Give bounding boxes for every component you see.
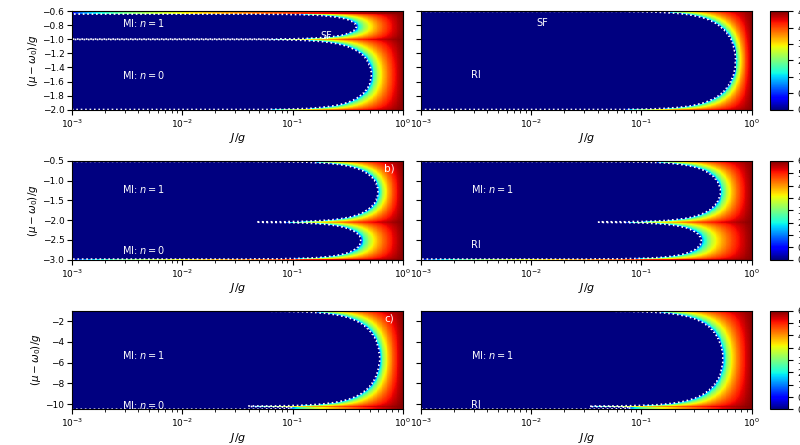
Text: MI: $n = 1$: MI: $n = 1$ — [122, 182, 165, 194]
X-axis label: $J/g$: $J/g$ — [578, 431, 595, 445]
Text: RI: RI — [470, 240, 480, 250]
Text: MI: $n = 0$: MI: $n = 0$ — [122, 69, 165, 81]
Text: MI: $n = 1$: MI: $n = 1$ — [470, 349, 514, 361]
X-axis label: $J/g$: $J/g$ — [229, 281, 246, 295]
Text: MI: $n = 1$: MI: $n = 1$ — [470, 182, 514, 194]
X-axis label: $J/g$: $J/g$ — [229, 131, 246, 145]
X-axis label: $J/g$: $J/g$ — [578, 131, 595, 145]
Y-axis label: ($\mu - \omega_0$)/$g$: ($\mu - \omega_0$)/$g$ — [26, 34, 40, 87]
X-axis label: $J/g$: $J/g$ — [229, 431, 246, 445]
Text: MI: $n = 0$: MI: $n = 0$ — [122, 400, 165, 412]
Text: b): b) — [384, 163, 394, 174]
Text: c): c) — [385, 313, 394, 323]
Y-axis label: ($\mu - \omega_0$)/$g$: ($\mu - \omega_0$)/$g$ — [29, 334, 42, 386]
Text: RI: RI — [470, 70, 480, 80]
Text: MI: $n = 1$: MI: $n = 1$ — [122, 349, 165, 361]
X-axis label: $J/g$: $J/g$ — [578, 281, 595, 295]
Text: MI: $n = 0$: MI: $n = 0$ — [122, 244, 165, 256]
Text: MI: $n = 1$: MI: $n = 1$ — [122, 17, 165, 29]
Text: RI: RI — [470, 400, 480, 410]
Y-axis label: ($\mu - \omega_0$)/$g$: ($\mu - \omega_0$)/$g$ — [26, 184, 40, 237]
Text: SF: SF — [537, 18, 549, 28]
Text: SF: SF — [320, 31, 332, 41]
